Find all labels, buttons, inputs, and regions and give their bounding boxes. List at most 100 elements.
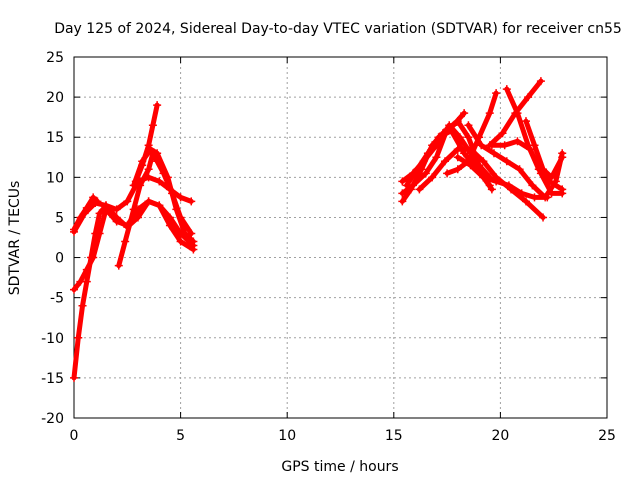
data-point	[479, 157, 488, 166]
data-point	[114, 261, 123, 270]
y-axis-label: SDTVAR / TECUs	[7, 181, 23, 296]
x-tick-label: 15	[385, 428, 403, 444]
data-point	[558, 189, 567, 198]
series-arc-19	[521, 117, 567, 182]
y-tick-label: 20	[46, 90, 64, 106]
data-point	[521, 197, 530, 206]
data-point	[547, 173, 556, 182]
series-arc-7	[131, 101, 162, 186]
data-point	[398, 189, 407, 198]
series-trace	[416, 146, 546, 220]
data-point	[502, 157, 511, 166]
data-point	[70, 373, 78, 382]
data-point	[155, 201, 164, 210]
data-point	[521, 117, 530, 126]
series-arc-5	[114, 149, 196, 270]
data-point	[176, 237, 185, 246]
data-point	[423, 149, 432, 158]
data-point	[415, 185, 424, 194]
data-point	[492, 89, 501, 98]
data-point	[513, 109, 522, 118]
data-point	[87, 253, 96, 262]
data-point	[74, 333, 83, 342]
data-point	[460, 109, 469, 118]
axis-ticks: 0 5 10 15 20 25 -20 -15 -10 -5 0 5 10 15 20 25	[41, 50, 616, 444]
data-point	[428, 173, 437, 182]
data-point	[443, 169, 452, 178]
data-point	[189, 245, 198, 254]
data-point	[453, 117, 462, 126]
data-point	[413, 165, 422, 174]
data-point	[189, 237, 198, 246]
data-point	[504, 181, 513, 190]
data-point	[155, 177, 164, 186]
data-point	[138, 161, 147, 170]
data-point	[541, 193, 550, 202]
data-point	[558, 153, 567, 162]
data-point	[165, 221, 174, 230]
y-tick-label: 0	[55, 251, 64, 267]
y-tick-label: 15	[46, 130, 64, 146]
data-point	[80, 209, 89, 218]
data-point	[131, 177, 140, 186]
data-point	[464, 133, 473, 142]
series-trace	[71, 198, 196, 381]
data-point	[528, 181, 537, 190]
data-point	[500, 141, 509, 150]
data-point	[123, 197, 132, 206]
data-point	[144, 141, 153, 150]
data-point	[515, 165, 524, 174]
data-point	[453, 153, 462, 162]
y-tick-label: -5	[50, 291, 64, 307]
y-tick-label: -10	[41, 331, 64, 347]
data-point	[536, 169, 545, 178]
series-arc-14	[453, 153, 552, 202]
data-point	[440, 157, 449, 166]
data-point	[176, 193, 185, 202]
data-point	[445, 121, 454, 130]
data-point	[180, 229, 189, 238]
data-point	[95, 209, 104, 218]
data-point	[172, 205, 181, 214]
data-point	[70, 227, 78, 236]
y-tick-label: -15	[41, 371, 64, 387]
data-point	[517, 189, 526, 198]
y-tick-label: 10	[46, 170, 64, 186]
data-point	[112, 205, 121, 214]
data-point	[502, 85, 511, 94]
data-point	[153, 149, 162, 158]
data-point	[121, 237, 130, 246]
data-point	[498, 129, 507, 138]
chart-title: Day 125 of 2024, Sidereal Day-to-day VTE…	[54, 21, 622, 37]
data-point	[466, 161, 475, 170]
data-point	[530, 141, 539, 150]
data-point	[144, 165, 153, 174]
y-tick-label: -20	[41, 411, 64, 427]
data-point	[487, 141, 496, 150]
data-point	[82, 277, 91, 286]
data-point	[539, 165, 548, 174]
data-point	[112, 213, 121, 222]
data-point	[551, 177, 560, 186]
data-point	[129, 205, 138, 214]
x-axis-label: GPS time / hours	[281, 459, 398, 475]
data-point	[89, 193, 98, 202]
data-point	[464, 121, 473, 130]
data-point	[398, 197, 407, 206]
data-point	[434, 133, 443, 142]
x-tick-label: 10	[278, 428, 296, 444]
data-point	[187, 197, 196, 206]
y-tick-label: 25	[46, 50, 64, 66]
data-point	[447, 126, 456, 135]
data-point	[526, 145, 535, 154]
x-tick-label: 5	[176, 428, 185, 444]
data-point	[492, 177, 501, 186]
data-point	[129, 181, 138, 190]
data-point	[485, 181, 494, 190]
data-point	[91, 199, 100, 208]
data-point	[539, 213, 548, 222]
data-point	[70, 285, 78, 294]
x-tick-label: 25	[598, 428, 616, 444]
data-point	[91, 229, 100, 238]
